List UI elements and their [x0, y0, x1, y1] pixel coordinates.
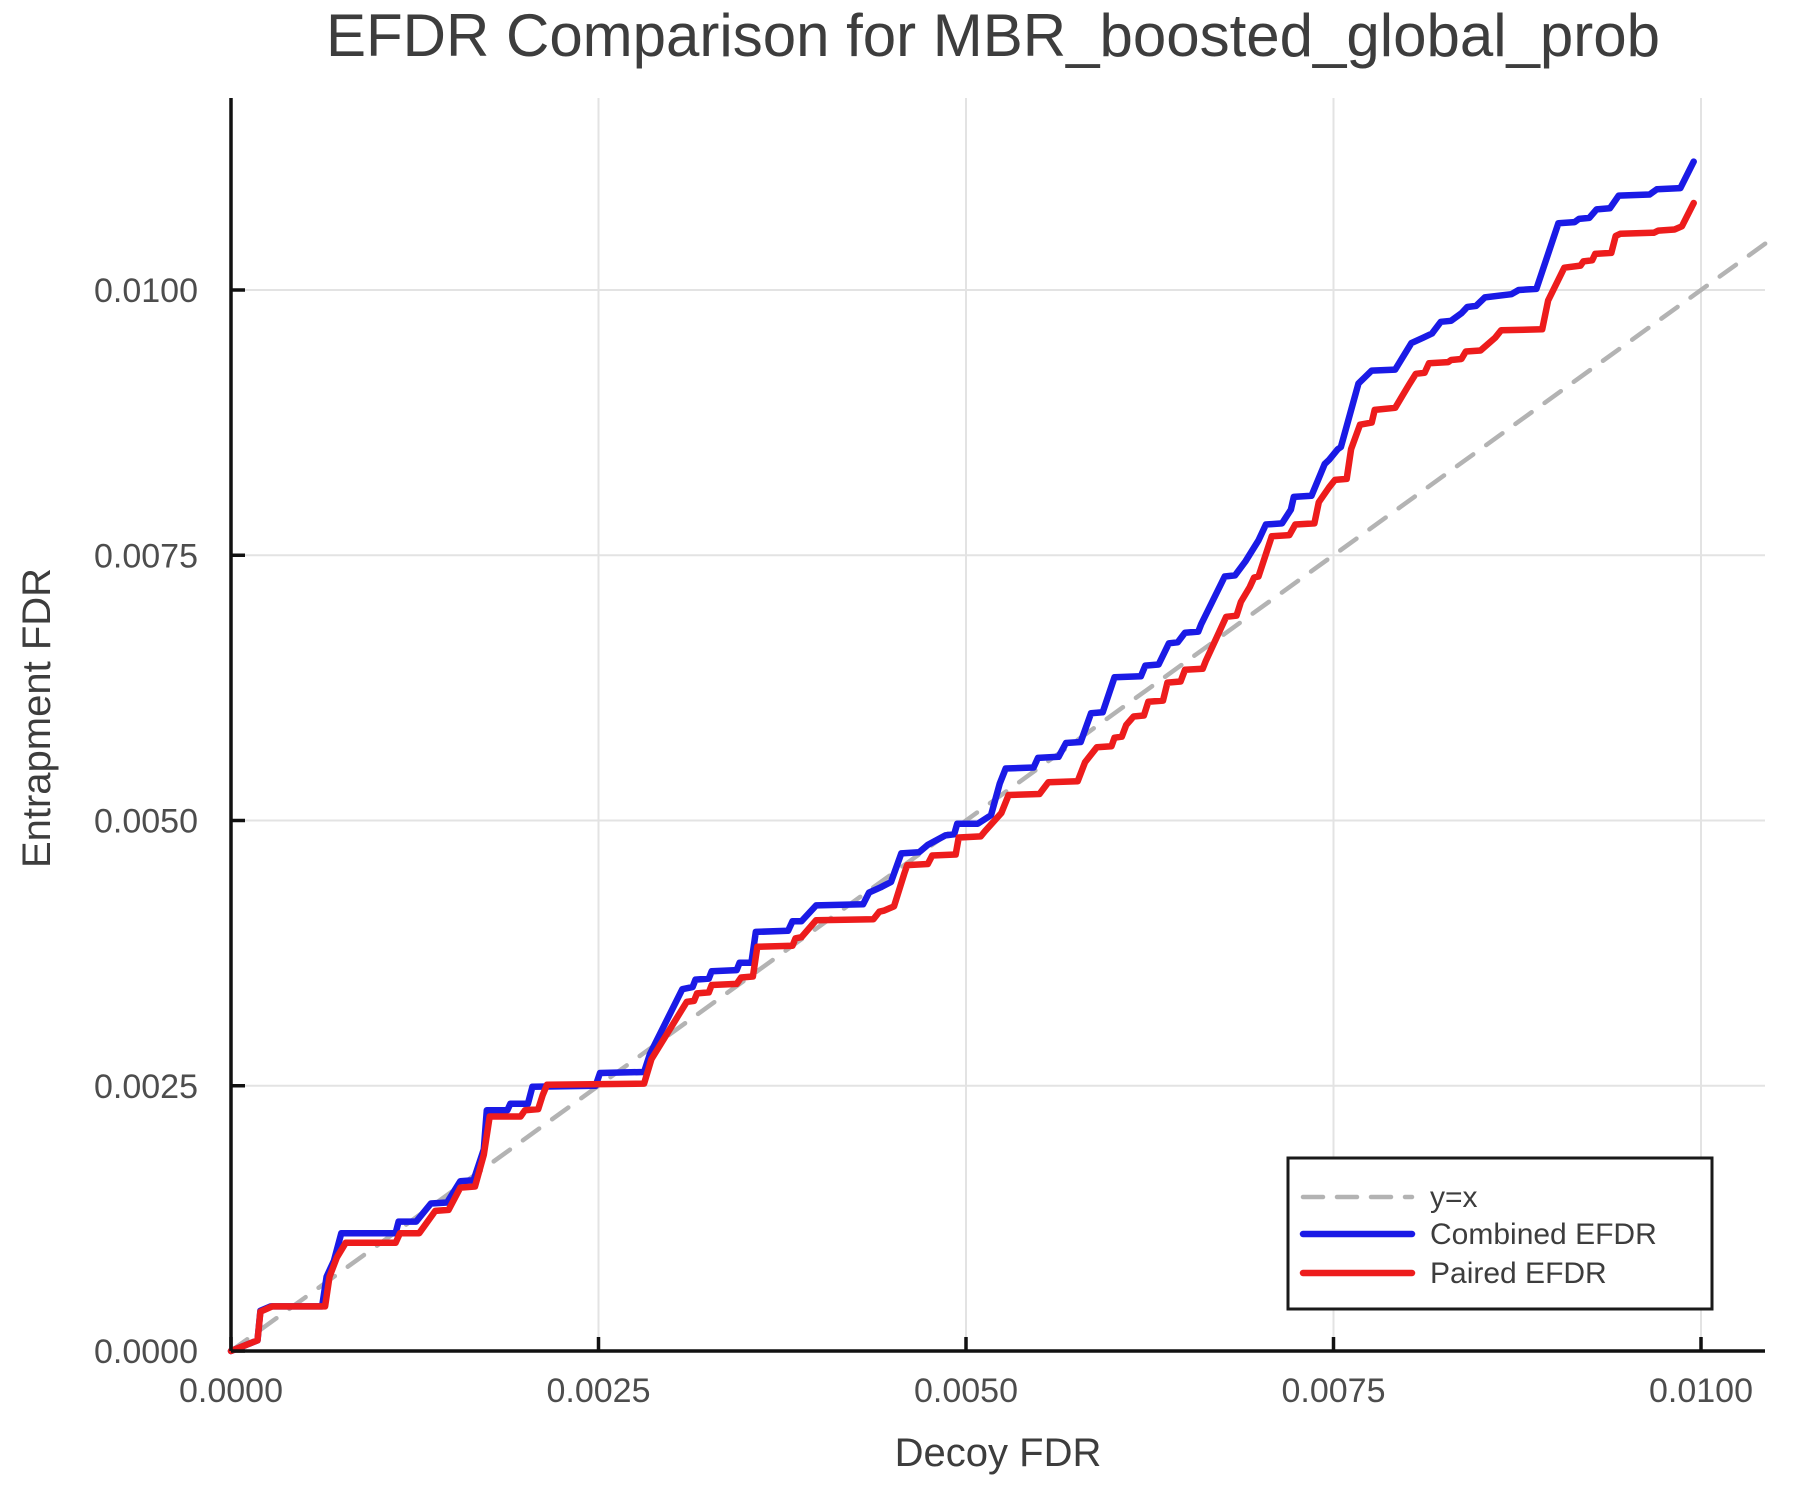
x-tick-label: 0.0050: [914, 1372, 1018, 1410]
tick-layer: 0.0000 0.0025 0.0050 0.0075 0.0100 0.0000 0.00…: [94, 272, 1753, 1410]
chart-title: EFDR Comparison for MBR_boosted_global_p…: [326, 2, 1660, 69]
series-combined-efdr: [227, 158, 1697, 1355]
x-tick-label: 0.0100: [1649, 1372, 1753, 1410]
x-tick-label: 0.0075: [1282, 1372, 1386, 1410]
legend-label: Paired EFDR: [1430, 1257, 1607, 1290]
y-tick-label: 0.0050: [94, 803, 198, 841]
legend: y=x Combined EFDR Paired EFDR: [1286, 1156, 1714, 1311]
x-tick-label: 0.0000: [179, 1372, 283, 1410]
x-axis-label: Decoy FDR: [895, 1431, 1102, 1475]
axes-spines: [229, 98, 1765, 1353]
y-tick-label: 0.0075: [94, 537, 198, 575]
legend-label: Combined EFDR: [1430, 1218, 1657, 1251]
y-tick-label: 0.0100: [94, 272, 198, 310]
y-tick-label: 0.0025: [94, 1068, 198, 1106]
y-tick-label: 0.0000: [94, 1333, 198, 1371]
y-axis-label: Entrapment FDR: [15, 568, 59, 868]
series-layer: [227, 158, 1768, 1355]
legend-label: y=x: [1430, 1181, 1478, 1214]
series-paired-efdr: [227, 199, 1697, 1355]
x-tick-label: 0.0025: [547, 1372, 651, 1410]
